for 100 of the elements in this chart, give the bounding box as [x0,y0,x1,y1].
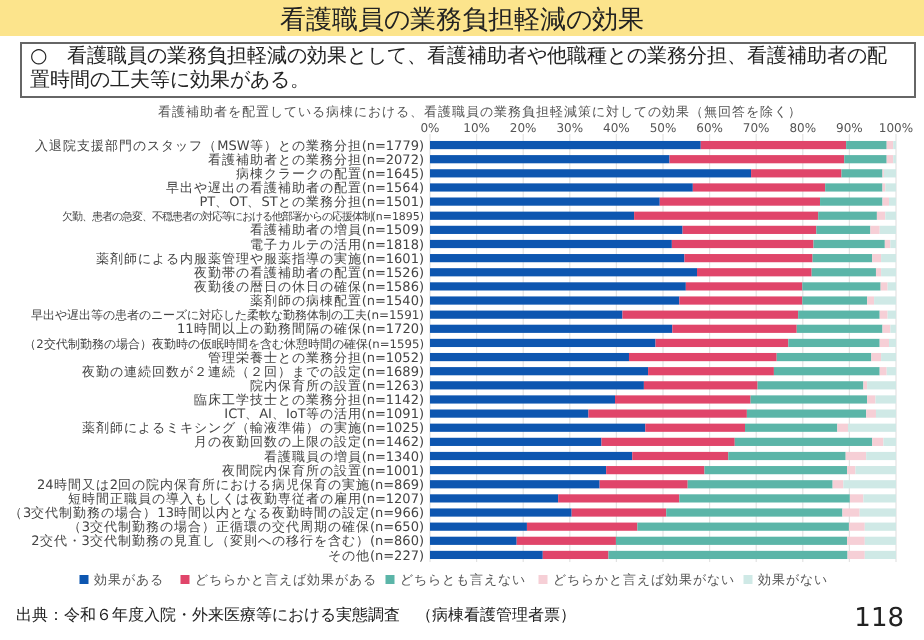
chart-subtitle: ○ 看護職員の業務負担軽減の効果として、看護補助者や他職種との業務分担、看護補助者の配置時間の工夫等に効果がある。 [20,42,916,98]
bar [430,140,701,150]
bar [558,494,680,503]
bar [750,395,868,404]
bar [746,409,867,418]
bar [643,381,758,390]
bar [887,282,896,291]
bar [849,494,864,503]
bar [526,522,638,531]
bar [837,423,848,432]
bar [672,324,797,333]
bar [871,352,882,362]
bar [430,480,600,489]
bar [430,282,686,291]
bar [870,225,880,234]
bar [745,423,838,432]
bar [728,451,846,461]
bar [430,225,683,234]
bar [430,352,629,362]
bar [430,155,670,164]
bar [430,211,635,220]
bar [867,395,876,404]
bar [866,409,876,418]
bar [875,395,896,404]
bar [847,466,856,475]
bar [615,395,751,404]
bar [864,536,896,545]
bar [685,282,803,291]
bar [848,423,896,432]
bar [796,324,883,333]
bar [872,254,882,263]
bar [430,310,623,319]
bar [679,494,850,503]
bar [886,155,894,164]
bar [887,310,896,319]
bar [876,211,886,220]
bar [886,367,896,376]
bar [632,451,729,461]
bar [846,140,887,150]
bar [671,239,814,249]
bar [648,367,774,376]
bar [615,536,848,545]
bar [430,296,680,305]
bar [773,367,880,376]
bar [864,550,896,560]
bar [692,183,826,192]
chart-title: 看護職員の業務負担軽減の効果 [280,6,644,36]
bar [430,409,589,418]
bar [864,522,896,531]
bar [659,197,821,206]
bar [802,282,881,291]
bar [872,437,884,446]
bar [430,508,572,517]
bar [881,352,896,362]
bar [430,522,527,531]
bar [882,197,890,206]
bar [734,437,873,446]
bar [542,550,609,560]
bar [634,211,819,220]
bar [889,338,896,348]
bar [430,381,644,390]
bar [430,169,752,178]
bar [430,550,543,560]
bar [669,155,845,164]
bar [874,296,896,305]
bar [704,466,848,475]
bar [863,494,896,503]
bar [430,451,633,461]
bar [684,254,813,263]
bar [825,183,883,192]
bar [883,169,896,178]
bar [622,310,799,319]
bar [885,183,896,192]
bar [430,254,685,263]
bar [875,268,882,277]
bar [697,268,812,277]
bar [776,352,872,362]
bar [890,239,896,249]
bar [606,466,705,475]
bar [700,140,847,150]
bar [601,437,735,446]
bar [687,480,833,489]
bar [430,338,656,348]
bar [843,480,896,489]
bar [879,225,896,234]
bar [666,508,843,517]
bar [879,310,888,319]
bar [628,352,777,362]
bar [430,367,649,376]
bar [818,211,877,220]
bar [655,338,789,348]
bar [571,508,667,517]
bar [882,324,891,333]
bar [430,324,673,333]
bar [842,508,860,517]
bar [430,395,615,404]
bar [679,296,803,305]
bar [881,268,896,277]
bar [847,550,865,560]
bar [430,536,517,545]
